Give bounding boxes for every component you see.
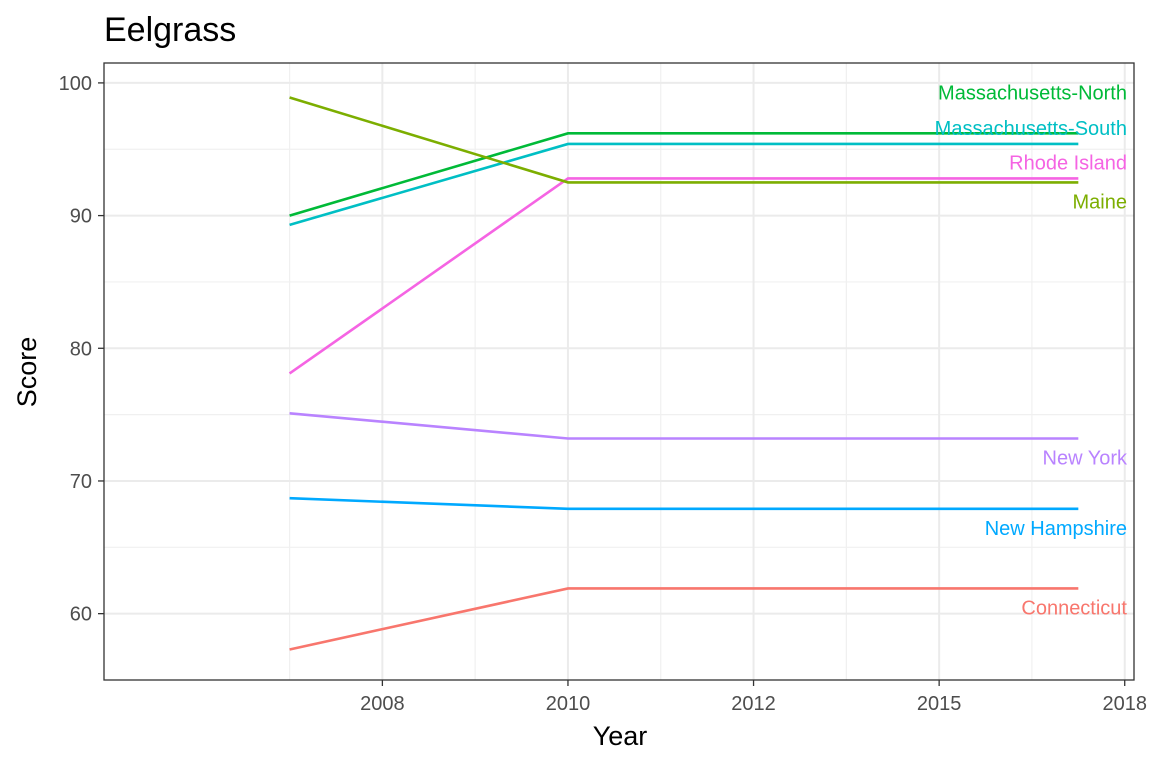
series-line bbox=[289, 142, 1079, 227]
y-tick-label: 90 bbox=[70, 206, 92, 228]
series-line bbox=[288, 177, 1079, 375]
y-tick-label: 70 bbox=[70, 471, 92, 493]
plot-area: Massachusetts-North Massachusetts-South Rh… bbox=[59, 62, 1147, 715]
x-tick-label: 2015 bbox=[917, 693, 962, 715]
series-line bbox=[289, 132, 1079, 217]
x-tick-label: 2010 bbox=[546, 693, 591, 715]
series-line bbox=[289, 412, 1079, 440]
series-line bbox=[289, 496, 1079, 511]
series-line bbox=[289, 587, 1079, 651]
series-label: Massachusetts-North bbox=[938, 82, 1127, 104]
x-axis-title: Year bbox=[593, 721, 648, 751]
series-label: New York bbox=[1043, 448, 1128, 470]
series-label: Massachusetts-South bbox=[935, 118, 1127, 140]
y-tick-label: 60 bbox=[70, 604, 92, 626]
y-tick-label: 100 bbox=[59, 73, 92, 95]
x-tick-label: 2008 bbox=[360, 693, 405, 715]
series-line bbox=[289, 96, 1079, 184]
x-tick-label: 2012 bbox=[731, 693, 776, 715]
series-label: Maine bbox=[1073, 191, 1127, 213]
series-label: Rhode Island bbox=[1009, 152, 1127, 174]
series-label: New Hampshire bbox=[985, 518, 1127, 540]
chart-title: Eelgrass bbox=[104, 11, 236, 49]
panel-border bbox=[103, 62, 1135, 681]
y-tick-label: 80 bbox=[70, 338, 92, 360]
series-label: Connecticut bbox=[1021, 597, 1127, 619]
y-axis-title: Score bbox=[12, 337, 42, 408]
x-tick-label: 2018 bbox=[1102, 693, 1147, 715]
